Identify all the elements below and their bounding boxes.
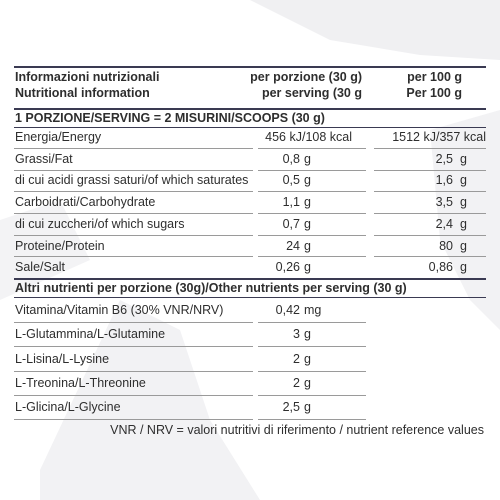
serving-unit: g (304, 216, 311, 231)
row-border (14, 322, 253, 324)
row-label: Proteine/Protein (15, 238, 105, 253)
row-border (258, 395, 366, 397)
per100-unit: g (460, 216, 467, 231)
serving-value: 0,5 (282, 173, 300, 188)
per100-value: 1512 kJ/357 kcal (392, 130, 486, 144)
serving-unit: g (304, 173, 311, 188)
row-border (258, 169, 366, 171)
serving-unit: g (304, 351, 311, 366)
row-border (14, 395, 253, 397)
serving-unit: g (304, 327, 311, 342)
row-border (374, 169, 486, 171)
row-label: Energia/Energy (15, 130, 102, 144)
serving-unit: g (304, 375, 311, 390)
per100-unit: g (460, 238, 467, 253)
row-border (14, 419, 253, 421)
row-label: L-Glicina/L-Glycine (15, 400, 121, 415)
serving-unit: g (304, 260, 311, 275)
per100-unit: g (460, 195, 467, 210)
header-serving: per serving (30 g (261, 86, 362, 100)
row-border (14, 370, 253, 372)
rule (14, 297, 486, 298)
row-border (258, 191, 366, 193)
serving-value: 0,26 (275, 260, 300, 275)
row-border (14, 191, 253, 193)
row-label: Vitamina/Vitamin B6 (30% VNR/NRV) (15, 303, 224, 317)
serving-unit: g (304, 238, 311, 253)
row-border (258, 256, 366, 258)
row-border (258, 147, 366, 149)
row-border (258, 234, 366, 236)
row-border (374, 256, 486, 258)
row-border (14, 212, 253, 214)
rule (14, 127, 486, 128)
serving-value: 0,42 (275, 303, 300, 317)
footnote: VNR / NRV = valori nutritivi di riferime… (110, 423, 484, 437)
serving-unit: g (304, 195, 311, 210)
serving-value: 1,1 (282, 195, 300, 210)
rule (14, 108, 486, 110)
row-border (374, 191, 486, 193)
serving-unit: mg (304, 303, 322, 317)
row-border (258, 419, 366, 421)
serving-value: 2,5 (282, 400, 300, 415)
row-border (14, 346, 253, 348)
per100-unit: g (460, 151, 467, 166)
serving-unit: g (304, 400, 311, 415)
per100-value: 80 (439, 238, 453, 253)
rule (14, 66, 486, 68)
per100-value: 1,6 (435, 173, 453, 188)
rule (14, 278, 486, 280)
row-label: L-Glutammina/L-Glutamine (15, 327, 166, 342)
row-label: di cui zuccheri/of which sugars (15, 216, 185, 231)
serving-value: 456 kJ/108 kcal (265, 130, 352, 144)
row-label: Grassi/Fat (15, 151, 73, 166)
serving-value: 3 (293, 327, 300, 342)
header-per100: Per 100 g (406, 86, 462, 100)
header-per100: per 100 g (407, 70, 462, 84)
serving-value: 2 (293, 375, 300, 390)
other-title: Altri nutrienti per porzione (30g)/Other… (15, 281, 407, 295)
serving-value: 0,7 (282, 216, 300, 231)
header-label: Informazioni nutrizionali (15, 70, 160, 84)
row-label: Carboidrati/Carbohydrate (15, 195, 156, 210)
per100-unit: g (460, 173, 467, 188)
per100-value: 3,5 (435, 195, 453, 210)
row-border (14, 169, 253, 171)
per100-value: 2,4 (435, 216, 453, 231)
serving-value: 2 (293, 351, 300, 366)
serving-note: 1 PORZIONE/SERVING = 2 MISURINI/SCOOPS (… (15, 111, 325, 125)
row-border (14, 147, 253, 149)
serving-unit: g (304, 151, 311, 166)
header-label: Nutritional information (15, 86, 150, 100)
row-border (14, 256, 253, 258)
row-label: L-Lisina/L-Lysine (15, 351, 110, 366)
header-serving: per porzione (30 g) (250, 70, 362, 84)
row-border (374, 234, 486, 236)
per100-unit: g (460, 260, 467, 275)
row-border (374, 212, 486, 214)
serving-value: 24 (286, 238, 300, 253)
row-label: Sale/Salt (15, 260, 66, 275)
per100-value: 0,86 (428, 260, 453, 275)
row-border (258, 370, 366, 372)
row-border (258, 322, 366, 324)
row-border (258, 346, 366, 348)
per100-value: 2,5 (435, 151, 453, 166)
row-border (14, 234, 253, 236)
row-border (258, 212, 366, 214)
row-label: di cui acidi grassi saturi/of which satu… (15, 173, 249, 188)
serving-value: 0,8 (282, 151, 300, 166)
row-border (374, 147, 486, 149)
row-label: L-Treonina/L-Threonine (15, 375, 146, 390)
